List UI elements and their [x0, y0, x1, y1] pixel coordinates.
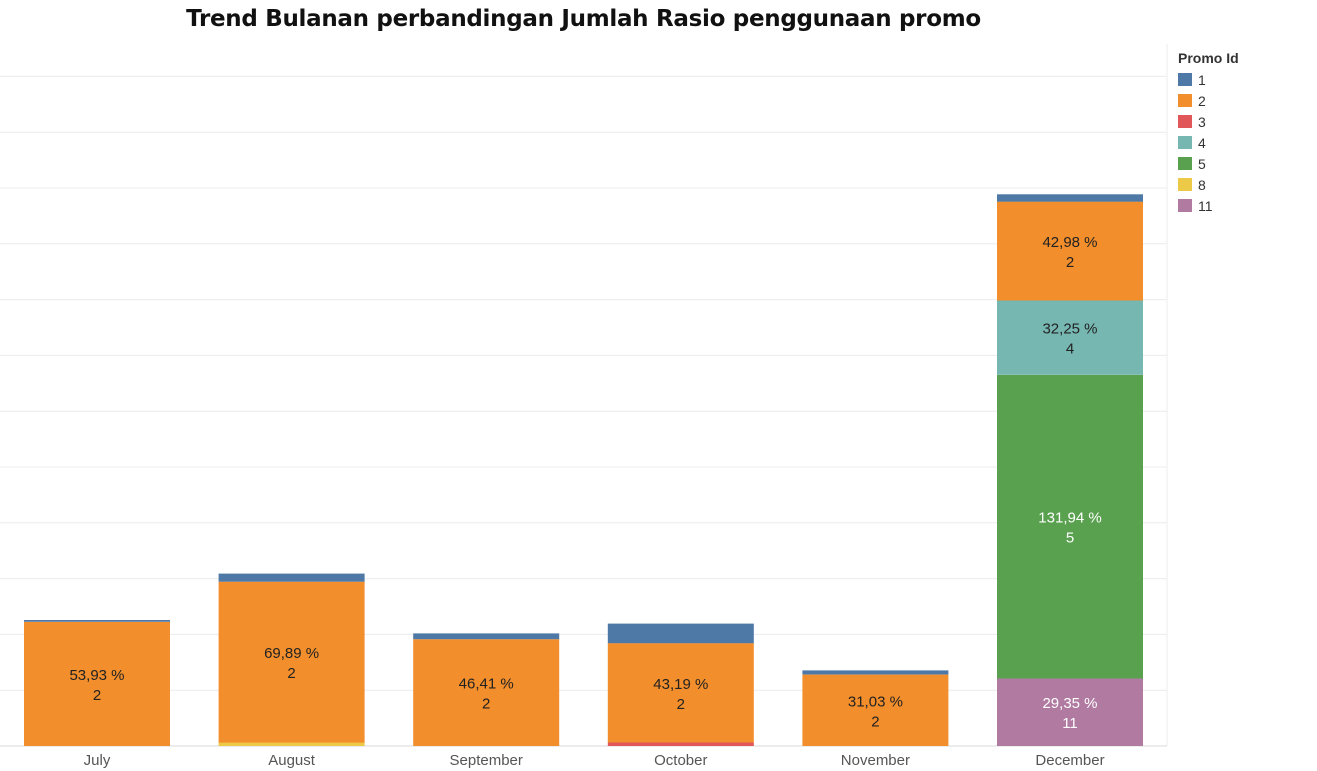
bars — [24, 194, 1143, 746]
legend-swatch — [1178, 178, 1192, 191]
bar-labels: 53,93 % 2 69,89 % 2 46,41 % 2 43,19 % 2 31,03 % 2… — [69, 234, 1101, 732]
x-tick-december: December — [1035, 752, 1104, 769]
bar-august-promo-2 — [218, 581, 365, 743]
legend-label: 4 — [1198, 134, 1206, 151]
bar-september-promo-2 — [413, 639, 560, 746]
bar-october-promo-2 — [607, 643, 754, 743]
legend-item-5[interactable]: 5 — [1178, 153, 1239, 174]
bar-october-promo-1 — [607, 623, 754, 644]
bar-july-promo-1 — [24, 620, 170, 622]
gridlines — [0, 44, 1168, 747]
bar-july-promo-2 — [24, 621, 170, 746]
legend-items: 1 2 3 4 5 8 11 — [1178, 69, 1239, 216]
bar-label-december-promo-2-pct: 42,98 % — [1042, 234, 1097, 251]
bar-label-november-promo-2-pct: 31,03 % — [848, 693, 903, 710]
legend-swatch — [1178, 73, 1192, 86]
legend-label: 5 — [1198, 155, 1206, 172]
legend-item-2[interactable]: 2 — [1178, 90, 1239, 111]
bar-label-september-promo-2-pct: 46,41 % — [459, 676, 514, 693]
bar-label-july-promo-2-pct: 53,93 % — [69, 667, 124, 684]
bar-label-october-promo-2-id: 2 — [677, 696, 685, 713]
x-tick-july: July — [84, 752, 111, 769]
legend-swatch — [1178, 94, 1192, 107]
bar-october-promo-3 — [607, 742, 754, 746]
bar-november-promo-1 — [802, 670, 949, 675]
legend: Promo Id 1 2 3 4 5 8 11 — [1178, 50, 1239, 216]
legend-title: Promo Id — [1178, 50, 1239, 66]
x-tick-august: August — [268, 752, 316, 769]
chart-title: Trend Bulanan perbandingan Jumlah Rasio … — [186, 6, 981, 32]
legend-label: 8 — [1198, 176, 1206, 193]
legend-swatch — [1178, 157, 1192, 170]
x-tick-october: October — [654, 752, 707, 769]
legend-item-1[interactable]: 1 — [1178, 69, 1239, 90]
legend-item-4[interactable]: 4 — [1178, 132, 1239, 153]
legend-label: 3 — [1198, 113, 1206, 130]
legend-swatch — [1178, 136, 1192, 149]
legend-swatch — [1178, 115, 1192, 128]
bar-label-july-promo-2-id: 2 — [93, 687, 101, 704]
legend-item-3[interactable]: 3 — [1178, 111, 1239, 132]
legend-label: 2 — [1198, 92, 1206, 109]
bar-label-december-promo-11-id: 11 — [1062, 715, 1078, 732]
legend-label: 1 — [1198, 71, 1206, 88]
bar-august-promo-8 — [218, 742, 365, 746]
bar-december-promo-5 — [997, 374, 1143, 679]
bar-label-december-promo-4-id: 4 — [1066, 341, 1074, 358]
legend-label: 11 — [1198, 197, 1213, 214]
x-tick-november: November — [841, 752, 910, 769]
bar-label-november-promo-2-id: 2 — [871, 713, 879, 730]
bar-label-august-promo-2-id: 2 — [287, 665, 295, 682]
bar-label-august-promo-2-pct: 69,89 % — [264, 645, 319, 662]
bar-label-september-promo-2-id: 2 — [482, 696, 490, 713]
bar-label-october-promo-2-pct: 43,19 % — [653, 676, 708, 693]
bar-label-december-promo-4-pct: 32,25 % — [1042, 321, 1097, 338]
bar-november-promo-2 — [802, 674, 949, 746]
x-tick-september: September — [450, 752, 523, 769]
stacked-bar-chart: 53,93 % 2 69,89 % 2 46,41 % 2 43,19 % 2 31,03 % 2… — [0, 44, 1168, 769]
bar-label-december-promo-2-id: 2 — [1066, 254, 1074, 271]
bar-december-promo-11 — [997, 678, 1143, 746]
legend-item-11[interactable]: 11 — [1178, 195, 1239, 216]
bar-label-december-promo-5-id: 5 — [1066, 530, 1074, 547]
legend-swatch — [1178, 199, 1192, 212]
bar-december-promo-1 — [997, 194, 1143, 202]
legend-item-8[interactable]: 8 — [1178, 174, 1239, 195]
x-axis: July August September October November Decemb… — [84, 752, 1105, 769]
bar-august-promo-1 — [218, 573, 365, 582]
bar-label-december-promo-11-pct: 29,35 % — [1042, 695, 1097, 712]
bar-label-december-promo-5-pct: 131,94 % — [1038, 510, 1101, 527]
bar-december-promo-2 — [997, 201, 1143, 301]
bar-december-promo-4 — [997, 300, 1143, 375]
bar-september-promo-1 — [413, 633, 560, 640]
